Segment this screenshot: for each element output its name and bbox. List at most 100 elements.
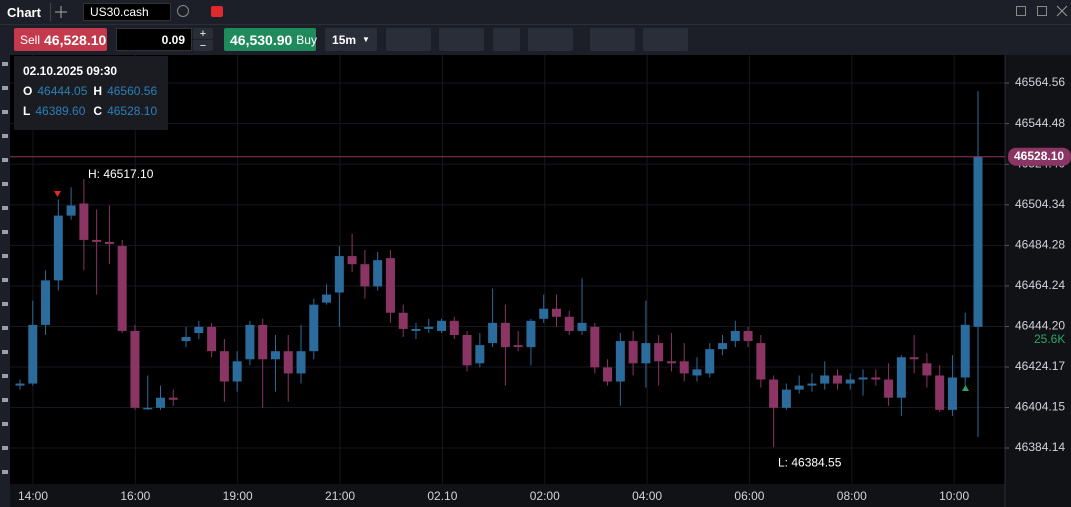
candle-body bbox=[245, 324, 255, 360]
candle-body bbox=[117, 245, 127, 331]
tool-icon bbox=[2, 62, 8, 66]
buy-price: 46,530.90 bbox=[230, 31, 293, 48]
screenshot-button[interactable] bbox=[590, 28, 635, 51]
info-icon[interactable] bbox=[177, 5, 189, 17]
timeframe-select[interactable]: 15m ▼ bbox=[325, 28, 377, 51]
y-tick-label: 46404.15 bbox=[1015, 400, 1065, 414]
buy-label: Buy bbox=[296, 32, 317, 47]
sell-button[interactable]: Sell 46,528.10 bbox=[14, 28, 107, 51]
candle-body bbox=[334, 256, 344, 293]
candle-body bbox=[296, 351, 306, 374]
candle-body bbox=[15, 383, 25, 386]
window-icon[interactable] bbox=[1016, 6, 1026, 16]
candle-body bbox=[730, 330, 740, 342]
layout-button[interactable] bbox=[528, 28, 573, 51]
y-tick-label: 46544.48 bbox=[1015, 116, 1065, 130]
candle-body bbox=[858, 377, 868, 380]
candle-body bbox=[258, 324, 268, 360]
candle-body bbox=[960, 324, 970, 378]
candle-body bbox=[130, 330, 140, 408]
add-tab[interactable] bbox=[50, 3, 70, 21]
candle-body bbox=[270, 351, 280, 360]
indicators-button[interactable] bbox=[493, 28, 520, 51]
quantity-up[interactable]: + bbox=[193, 28, 213, 40]
last-price-tag bbox=[1008, 147, 1071, 166]
candle-body bbox=[896, 357, 906, 398]
ohlc-label: L bbox=[23, 104, 31, 118]
candle-body bbox=[219, 351, 229, 382]
candle-body bbox=[398, 312, 408, 329]
tool-icon bbox=[2, 422, 8, 426]
tool-icon bbox=[2, 182, 8, 186]
price-axis bbox=[1005, 54, 1071, 507]
chart-type-button[interactable] bbox=[386, 28, 431, 51]
candle-body bbox=[513, 345, 523, 348]
ohlc-box: 02.10.2025 09:30 O 46444.05 H 46560.56 L 4638… bbox=[14, 56, 168, 130]
symbol-input[interactable]: US30.cash bbox=[83, 3, 171, 21]
candle-body bbox=[411, 328, 421, 331]
candle-body bbox=[462, 334, 472, 366]
record-icon[interactable] bbox=[211, 6, 223, 17]
buy-button[interactable]: 46,530.90 Buy bbox=[224, 28, 317, 51]
candle-body bbox=[654, 343, 664, 362]
candle-body bbox=[884, 379, 894, 398]
tool-icon bbox=[2, 326, 8, 330]
annotation: L: 46384.55 bbox=[778, 455, 842, 469]
candle-body bbox=[92, 239, 102, 242]
candle-body bbox=[909, 357, 919, 360]
candle-body bbox=[347, 256, 357, 265]
close-icon[interactable] bbox=[1056, 4, 1068, 18]
x-tick-label: 02.10 bbox=[427, 489, 457, 503]
sell-label: Sell bbox=[20, 32, 41, 47]
annotation: H: 46517.10 bbox=[88, 167, 154, 181]
candle-body bbox=[718, 343, 728, 350]
volume-label: 25.6K bbox=[1034, 332, 1065, 346]
tool-icon bbox=[2, 86, 8, 90]
tool-icon bbox=[2, 158, 8, 162]
x-tick-label: 14:00 bbox=[18, 489, 48, 503]
quantity-down[interactable]: − bbox=[193, 40, 213, 52]
x-tick-label: 04:00 bbox=[632, 489, 662, 503]
drawing-button[interactable] bbox=[439, 28, 484, 51]
x-tick-label: 16:00 bbox=[120, 489, 150, 503]
tool-icon bbox=[2, 254, 8, 258]
candle-body bbox=[577, 322, 587, 331]
y-tick-label: 46384.14 bbox=[1015, 440, 1065, 454]
settings-button[interactable] bbox=[643, 28, 688, 51]
tool-icon bbox=[2, 302, 8, 306]
ohlc-value: 46444.05 bbox=[37, 84, 88, 98]
tool-icon bbox=[2, 446, 8, 450]
x-tick-label: 10:00 bbox=[939, 489, 969, 503]
ohlc-field: C 46528.10 bbox=[93, 104, 157, 118]
close-glyph bbox=[1056, 5, 1068, 17]
candle-body bbox=[820, 375, 830, 384]
candle-body bbox=[500, 322, 510, 348]
candle-body bbox=[322, 294, 332, 303]
candle-body bbox=[628, 341, 638, 364]
time-axis bbox=[10, 484, 1005, 507]
candle-body bbox=[53, 215, 63, 281]
y-tick-label: 46424.17 bbox=[1015, 359, 1065, 373]
candle-body bbox=[756, 343, 766, 380]
x-tick-label: 06:00 bbox=[734, 489, 764, 503]
candle-body bbox=[207, 326, 217, 352]
ohlc-label: C bbox=[93, 104, 103, 118]
candle-body bbox=[143, 407, 153, 410]
candle-body bbox=[424, 326, 434, 329]
buy-marker bbox=[962, 385, 969, 391]
candle-body bbox=[743, 330, 753, 342]
ohlc-field: L 46389.60 bbox=[23, 104, 87, 118]
candle-body bbox=[232, 361, 242, 382]
candle-body bbox=[794, 385, 804, 390]
candle-body bbox=[373, 260, 383, 287]
x-tick-label: 02:00 bbox=[530, 489, 560, 503]
ohlc-label: O bbox=[23, 84, 33, 98]
candle-body bbox=[807, 383, 817, 386]
tab-title[interactable]: Chart bbox=[7, 4, 41, 20]
tool-icon bbox=[2, 278, 8, 282]
candle-body bbox=[360, 264, 370, 287]
quantity-input[interactable]: 0.09 bbox=[116, 28, 192, 51]
window-icon[interactable] bbox=[1037, 6, 1047, 16]
candle-body bbox=[539, 308, 549, 319]
